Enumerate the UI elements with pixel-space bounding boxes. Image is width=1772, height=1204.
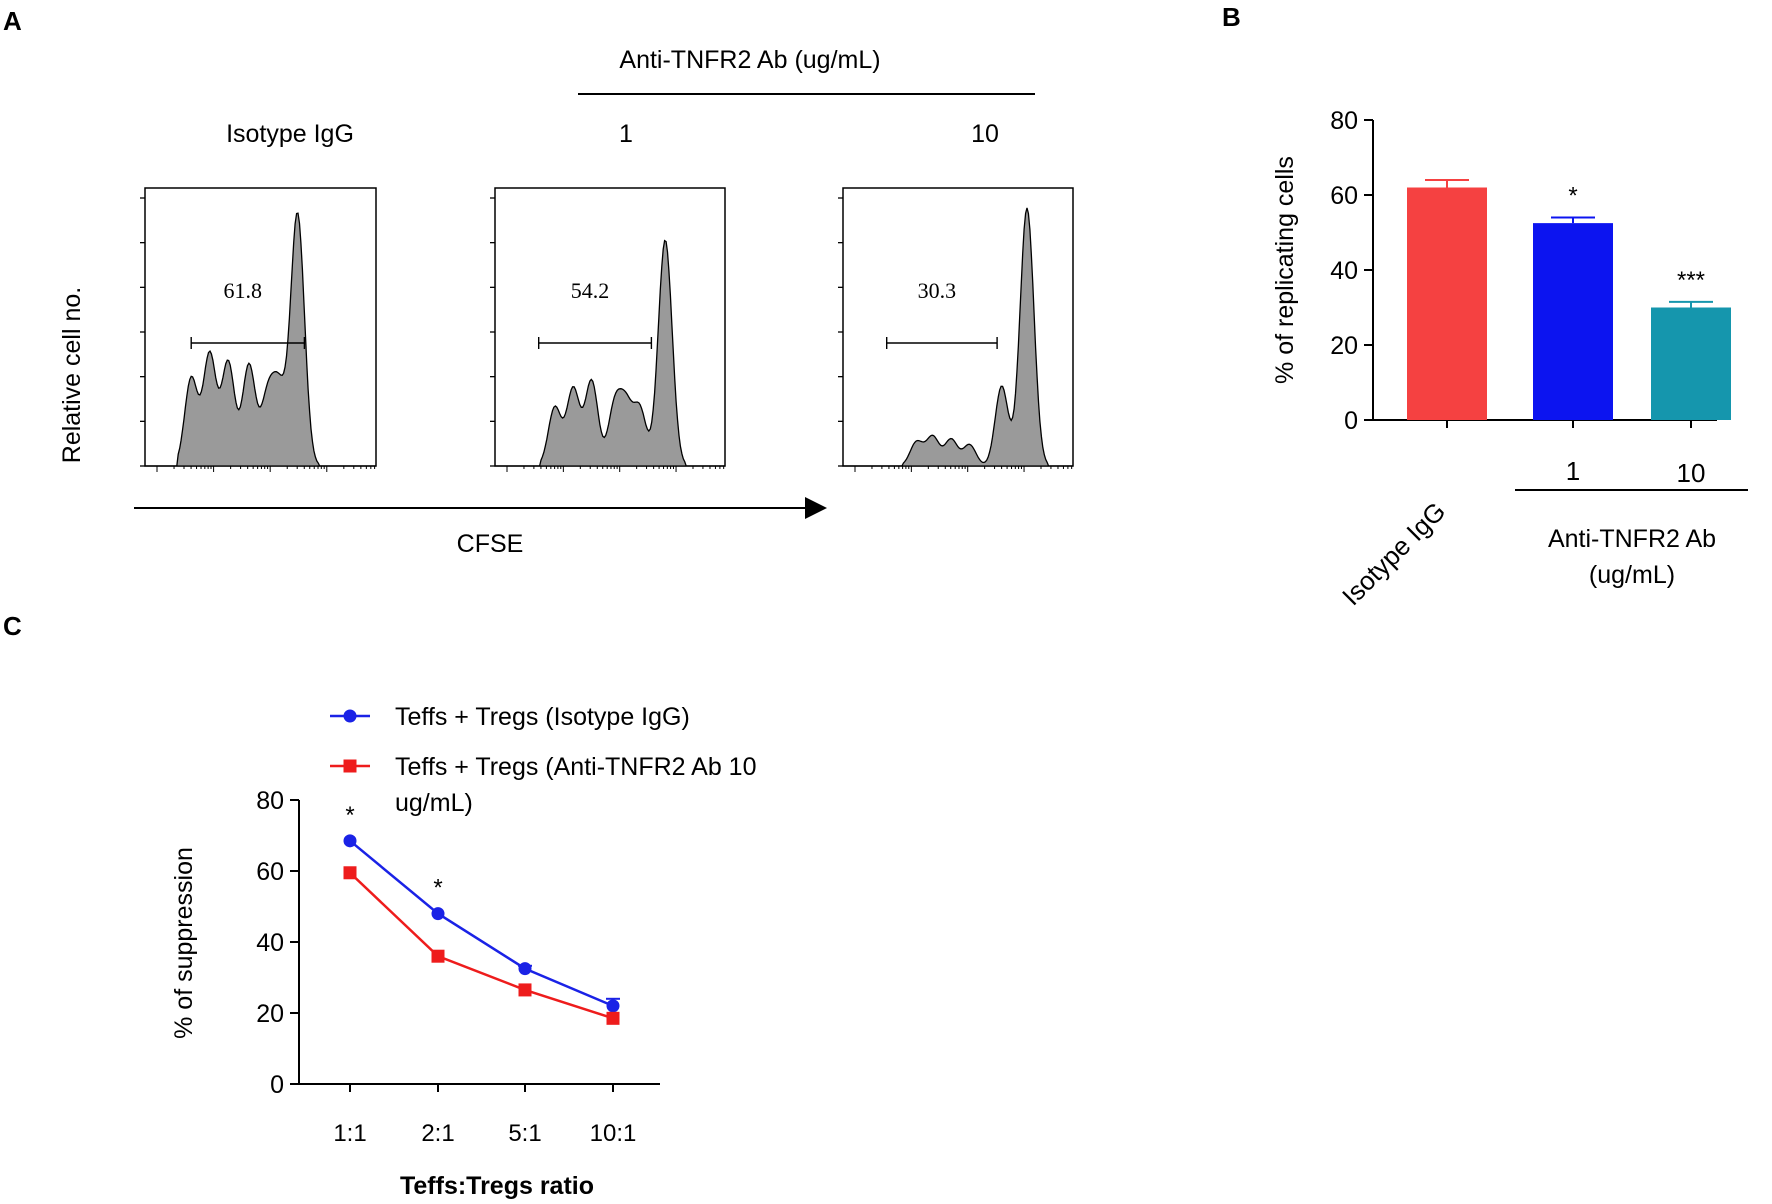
histogram-group: Isotype IgG 61.8 1 54.2 10 30.3 — [140, 120, 1074, 472]
series-point-circle — [606, 999, 620, 1013]
histogram-condition-label: 1 — [619, 120, 633, 148]
cfse-arrow-head — [805, 497, 827, 519]
bar-y-tick-label: 40 — [1330, 257, 1358, 285]
series-point-circle — [343, 834, 357, 848]
bar-category-label: 10 — [1677, 458, 1706, 488]
line-x-tick-label: 1:1 — [333, 1120, 366, 1147]
panel-a: Anti-TNFR2 Ab (ug/mL) Relative cell no. … — [58, 46, 1035, 558]
panel-label-c: C — [3, 611, 22, 641]
panel-label-b: B — [1222, 2, 1241, 32]
bar-significance: * — [1568, 183, 1577, 210]
line-x-tick-label: 2:1 — [421, 1120, 454, 1147]
line-significance: * — [433, 875, 442, 902]
histogram-fill — [843, 207, 1073, 467]
bar — [1533, 223, 1613, 420]
gate-value-label: 54.2 — [571, 278, 610, 303]
panel-a-y-label: Relative cell no. — [58, 287, 86, 463]
series-point-square — [431, 949, 445, 963]
line-y-tick-label: 20 — [256, 1000, 284, 1028]
bar-y-tick-label: 60 — [1330, 182, 1358, 210]
bar-group-label-line2: (ug/mL) — [1589, 561, 1675, 589]
line-y-tick-label: 60 — [256, 858, 284, 886]
series-point-circle — [518, 962, 532, 976]
series-point-circle — [431, 907, 445, 921]
bar-y-tick-label: 0 — [1344, 407, 1358, 435]
bar — [1407, 187, 1487, 420]
series-point-square — [343, 866, 357, 880]
histogram-fill — [145, 212, 376, 467]
line-y-tick-label: 0 — [270, 1071, 284, 1099]
legend-marker-square — [343, 759, 357, 773]
bar-significance: *** — [1677, 267, 1705, 294]
line-y-tick-label: 40 — [256, 929, 284, 957]
line-y-tick-label: 80 — [256, 787, 284, 815]
legend-marker-circle — [343, 709, 357, 723]
bar-group-label-line1: Anti-TNFR2 Ab — [1548, 525, 1716, 553]
histogram-fill — [495, 239, 725, 467]
line-x-axis-label: Teffs:Tregs ratio — [400, 1172, 594, 1200]
histogram-condition-label: Isotype IgG — [226, 120, 354, 148]
series-line — [349, 871, 614, 1020]
bar-category-label: Isotype IgG — [1336, 496, 1451, 611]
bar-y-tick-label: 20 — [1330, 332, 1358, 360]
panel-label-a: A — [3, 6, 22, 36]
series-point-square — [518, 983, 532, 997]
panel-a-x-label: CFSE — [457, 530, 524, 558]
bar-category-label: 1 — [1566, 456, 1580, 486]
line-y-axis-label: % of suppression — [170, 847, 198, 1039]
bar-y-tick-label: 80 — [1330, 107, 1358, 135]
series-point-square — [606, 1011, 620, 1025]
legend-label-2-line1: Teffs + Tregs (Anti-TNFR2 Ab 10 — [395, 753, 757, 781]
bar-y-axis-label: % of replicating cells — [1271, 156, 1299, 384]
anti-tnfr2-header: Anti-TNFR2 Ab (ug/mL) — [619, 46, 880, 74]
line-significance: * — [345, 802, 354, 829]
series-line — [349, 839, 614, 1008]
gate-value-label: 61.8 — [224, 278, 263, 303]
legend-label-2-line2: ug/mL) — [395, 789, 473, 817]
histogram-condition-label: 10 — [971, 120, 999, 148]
gate-value-label: 30.3 — [918, 278, 957, 303]
line-x-tick-label: 5:1 — [508, 1120, 541, 1147]
panel-c: 0 20 40 60 80 1:1 2:1 5:1 10:1 % of suppression Te… — [170, 703, 757, 1200]
bar — [1651, 307, 1731, 420]
legend-label-1: Teffs + Tregs (Isotype IgG) — [395, 703, 690, 731]
line-x-tick-label: 10:1 — [590, 1120, 637, 1147]
